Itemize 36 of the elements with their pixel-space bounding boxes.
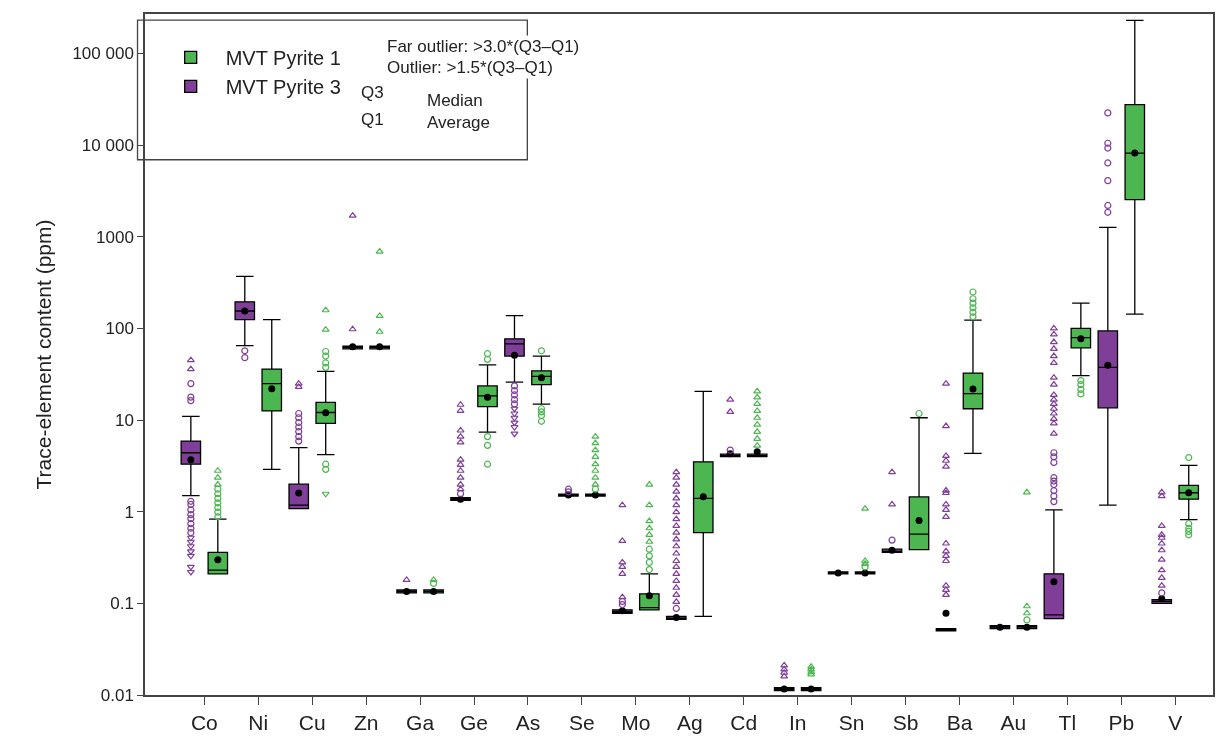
x-tick-label: Tl (1058, 710, 1077, 734)
x-tick-label: V (1168, 710, 1183, 734)
x-tick-label: Sb (892, 710, 919, 734)
legend-label: MVT Pyrite 1 (225, 47, 341, 70)
y-tick-label: 1000 (96, 227, 134, 247)
annotation: Outlier: >1.5*(Q3–Q1) (387, 58, 553, 77)
x-tick-label: Ag (676, 710, 703, 734)
x-tick-label: Se (569, 710, 595, 734)
x-tick-label: Au (1000, 710, 1027, 734)
x-tick-label: Cd (730, 710, 758, 734)
annotation: Median (427, 91, 483, 110)
y-tick-label: 100 000 (72, 44, 134, 64)
y-axis-title: Trace-element content (ppm) (32, 219, 56, 490)
y-tick-label: 0.01 (100, 685, 134, 705)
x-tick-label: Mo (621, 710, 651, 734)
annotation: Far outlier: >3.0*(Q3–Q1) (387, 37, 580, 56)
x-tick-label: Zn (353, 710, 379, 734)
y-tick-label: 10 (114, 411, 134, 431)
x-tick-label: Ba (946, 710, 973, 734)
y-tick-label: 10 000 (81, 136, 134, 156)
legend-label: MVT Pyrite 3 (225, 76, 341, 99)
x-tick-label: Ga (406, 710, 435, 734)
y-tick-label: 0.1 (110, 594, 134, 614)
x-tick-label: As (515, 710, 541, 734)
x-tick-label: Ge (460, 710, 489, 734)
y-tick-label: 100 (105, 319, 134, 339)
annotation: Q1 (361, 110, 384, 129)
annotation: Average (427, 113, 491, 132)
x-tick-label: Sn (838, 710, 865, 734)
x-tick-label: Ni (248, 710, 269, 734)
y-tick-label: 1 (124, 502, 134, 522)
x-tick-label: In (788, 710, 807, 734)
x-tick-label: Co (190, 710, 218, 734)
annotation: Q3 (361, 83, 384, 102)
x-tick-label: Pb (1108, 710, 1135, 734)
x-tick-label: Cu (298, 710, 326, 734)
